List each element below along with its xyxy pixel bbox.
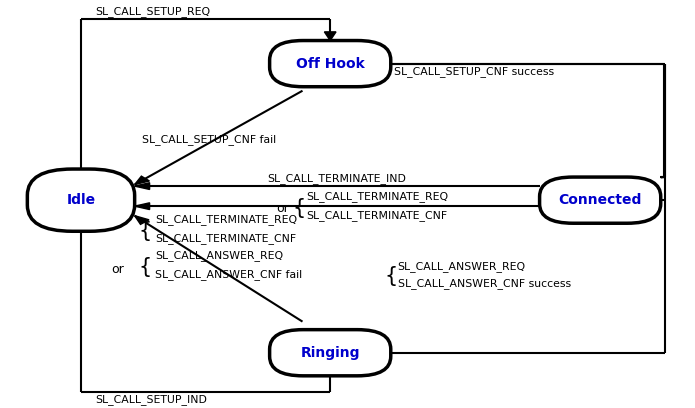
Text: SL_CALL_ANSWER_CNF success: SL_CALL_ANSWER_CNF success bbox=[398, 278, 571, 289]
Text: Off Hook: Off Hook bbox=[296, 57, 365, 71]
Text: {: { bbox=[384, 266, 398, 286]
FancyBboxPatch shape bbox=[27, 169, 135, 231]
Text: Idle: Idle bbox=[67, 193, 95, 207]
Text: SL_CALL_SETUP_IND: SL_CALL_SETUP_IND bbox=[95, 394, 206, 405]
Polygon shape bbox=[135, 183, 149, 189]
Text: Ringing: Ringing bbox=[300, 346, 360, 360]
Polygon shape bbox=[135, 176, 149, 184]
Polygon shape bbox=[646, 197, 661, 204]
Text: SL_CALL_SETUP_REQ: SL_CALL_SETUP_REQ bbox=[95, 7, 210, 18]
Text: {: { bbox=[293, 198, 306, 218]
Text: SL_CALL_SETUP_CNF fail: SL_CALL_SETUP_CNF fail bbox=[142, 134, 276, 145]
Polygon shape bbox=[325, 367, 336, 376]
Text: or: or bbox=[111, 263, 124, 276]
Text: Connected: Connected bbox=[559, 193, 642, 207]
Polygon shape bbox=[325, 32, 336, 40]
Polygon shape bbox=[135, 203, 149, 210]
Polygon shape bbox=[646, 197, 661, 204]
Text: {: { bbox=[138, 257, 152, 277]
Polygon shape bbox=[135, 216, 149, 224]
FancyBboxPatch shape bbox=[539, 177, 661, 223]
Text: SL_CALL_ANSWER_CNF fail: SL_CALL_ANSWER_CNF fail bbox=[156, 269, 302, 280]
Polygon shape bbox=[646, 197, 661, 204]
Text: SL_CALL_ANSWER_REQ: SL_CALL_ANSWER_REQ bbox=[398, 261, 526, 272]
Text: or: or bbox=[276, 202, 288, 215]
Text: SL_CALL_TERMINATE_CNF: SL_CALL_TERMINATE_CNF bbox=[306, 210, 447, 221]
Text: {: { bbox=[138, 221, 152, 241]
Text: SL_CALL_TERMINATE_CNF: SL_CALL_TERMINATE_CNF bbox=[156, 233, 297, 244]
Text: SL_CALL_ANSWER_REQ: SL_CALL_ANSWER_REQ bbox=[156, 251, 284, 262]
FancyBboxPatch shape bbox=[270, 330, 391, 376]
Text: SL_CALL_SETUP_CNF success: SL_CALL_SETUP_CNF success bbox=[394, 66, 555, 77]
Text: SL_CALL_TERMINATE_IND: SL_CALL_TERMINATE_IND bbox=[268, 173, 407, 184]
Text: SL_CALL_TERMINATE_REQ: SL_CALL_TERMINATE_REQ bbox=[156, 214, 297, 225]
Text: SL_CALL_TERMINATE_REQ: SL_CALL_TERMINATE_REQ bbox=[306, 191, 448, 202]
FancyBboxPatch shape bbox=[270, 40, 391, 87]
